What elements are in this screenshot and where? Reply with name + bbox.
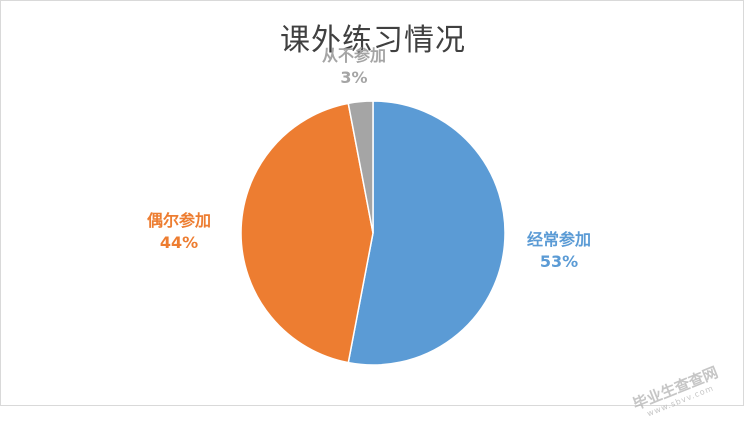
slice-value-label-1: 53% [540, 252, 578, 271]
chart-title: 课外练习情况 [280, 23, 466, 58]
slice-value-label-3: 3% [340, 68, 367, 87]
slice-category-label-3: 从不参加 [322, 46, 386, 65]
slice-category-label-1: 经常参加 [527, 230, 591, 249]
slice-value-label-2: 44% [160, 233, 198, 252]
pie-slice-3 [347, 100, 374, 234]
pie-chart: 经常参加 53% 偶尔参加 44% 从不参加 3% [147, 46, 591, 366]
slice-category-label-2: 偶尔参加 [147, 211, 211, 230]
pie-slice-2 [240, 102, 374, 364]
pie-slice-1 [347, 100, 506, 366]
